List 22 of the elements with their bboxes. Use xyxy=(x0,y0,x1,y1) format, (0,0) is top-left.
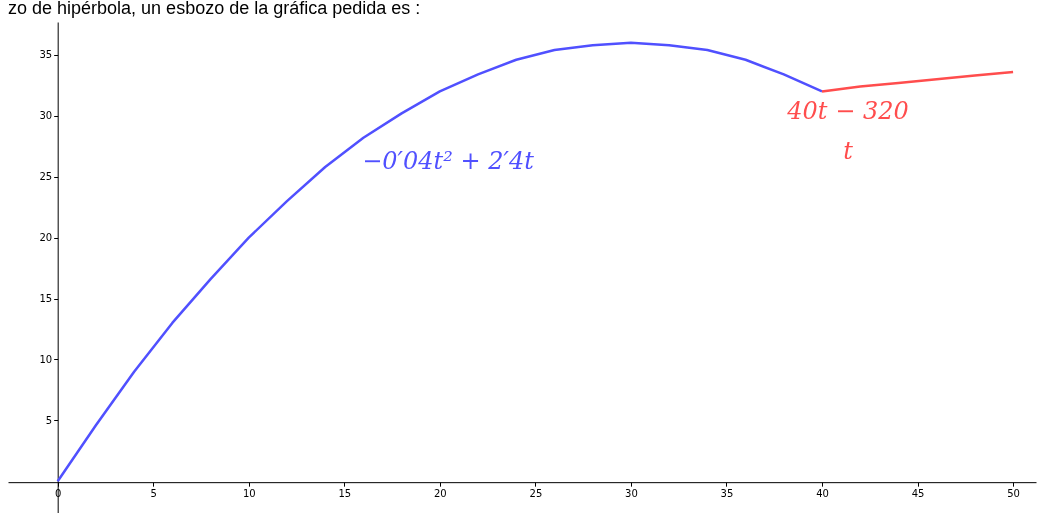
y-tick-label: 35 xyxy=(39,49,53,61)
x-tick-label: 25 xyxy=(529,487,543,499)
x-tick-label: 50 xyxy=(1007,487,1020,499)
annotation: 40t − 320 xyxy=(786,97,909,125)
line-series xyxy=(820,70,1015,93)
y-tick-label: 10 xyxy=(39,353,53,365)
y-tick-label: 30 xyxy=(39,110,53,122)
x-tick-label: 20 xyxy=(433,487,447,499)
x-tick-label: 15 xyxy=(338,487,352,499)
x-tick-label: 5 xyxy=(150,487,157,499)
y-tick-label: 20 xyxy=(39,232,53,244)
x-tick-label: 10 xyxy=(242,487,256,499)
x-tick-label: 45 xyxy=(911,487,925,499)
annotation: −0′04t² + 2′4t xyxy=(362,147,535,175)
x-tick-label: 35 xyxy=(720,487,734,499)
y-tick-label: 5 xyxy=(45,414,53,426)
y-tick-label: 15 xyxy=(39,293,53,305)
annotation: t xyxy=(843,137,854,165)
x-tick-label: 40 xyxy=(816,487,829,499)
x-tick-label: 30 xyxy=(625,487,638,499)
y-tick-label: 25 xyxy=(39,171,53,183)
chart-title: zo de hipérbola, un esbozo de la gráfica pedida es : xyxy=(8,0,421,18)
